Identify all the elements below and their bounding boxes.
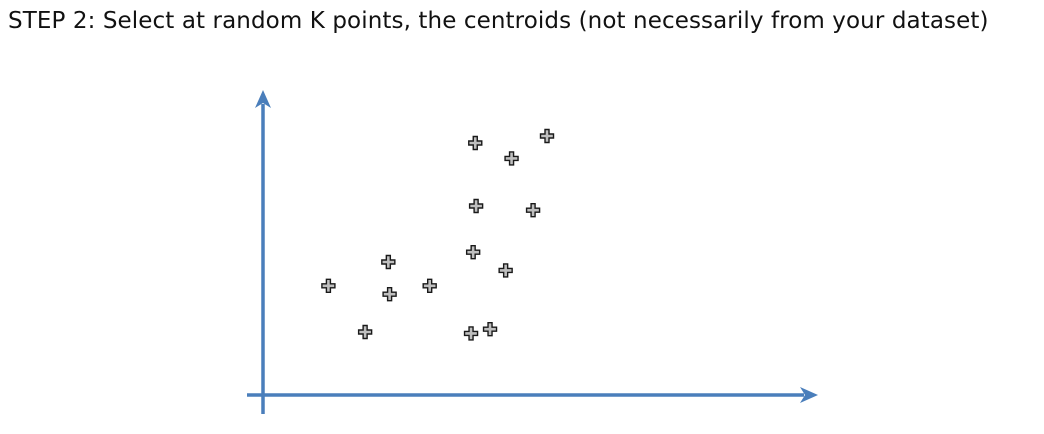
data-point-plus-icon <box>468 135 483 151</box>
data-point-plus-icon <box>381 254 396 270</box>
data-point-plus-icon <box>504 151 519 166</box>
data-point-plus-icon <box>321 278 336 293</box>
data-point-plus-icon <box>482 322 498 337</box>
data-point-plus-icon <box>498 263 513 278</box>
data-point-plus-icon <box>468 198 484 214</box>
slide-title: STEP 2: Select at random K points, the c… <box>8 8 989 34</box>
data-points <box>321 128 555 341</box>
y-axis-arrowhead <box>255 90 271 108</box>
data-point-plus-icon <box>422 278 437 293</box>
data-point-plus-icon <box>382 287 397 302</box>
data-point-plus-icon <box>465 245 481 260</box>
data-point-plus-icon <box>525 203 541 218</box>
axes <box>247 90 818 414</box>
data-point-plus-icon <box>463 326 479 341</box>
data-point-plus-icon <box>539 128 555 144</box>
x-axis-arrowhead <box>800 387 818 403</box>
data-point-plus-icon <box>357 324 373 340</box>
